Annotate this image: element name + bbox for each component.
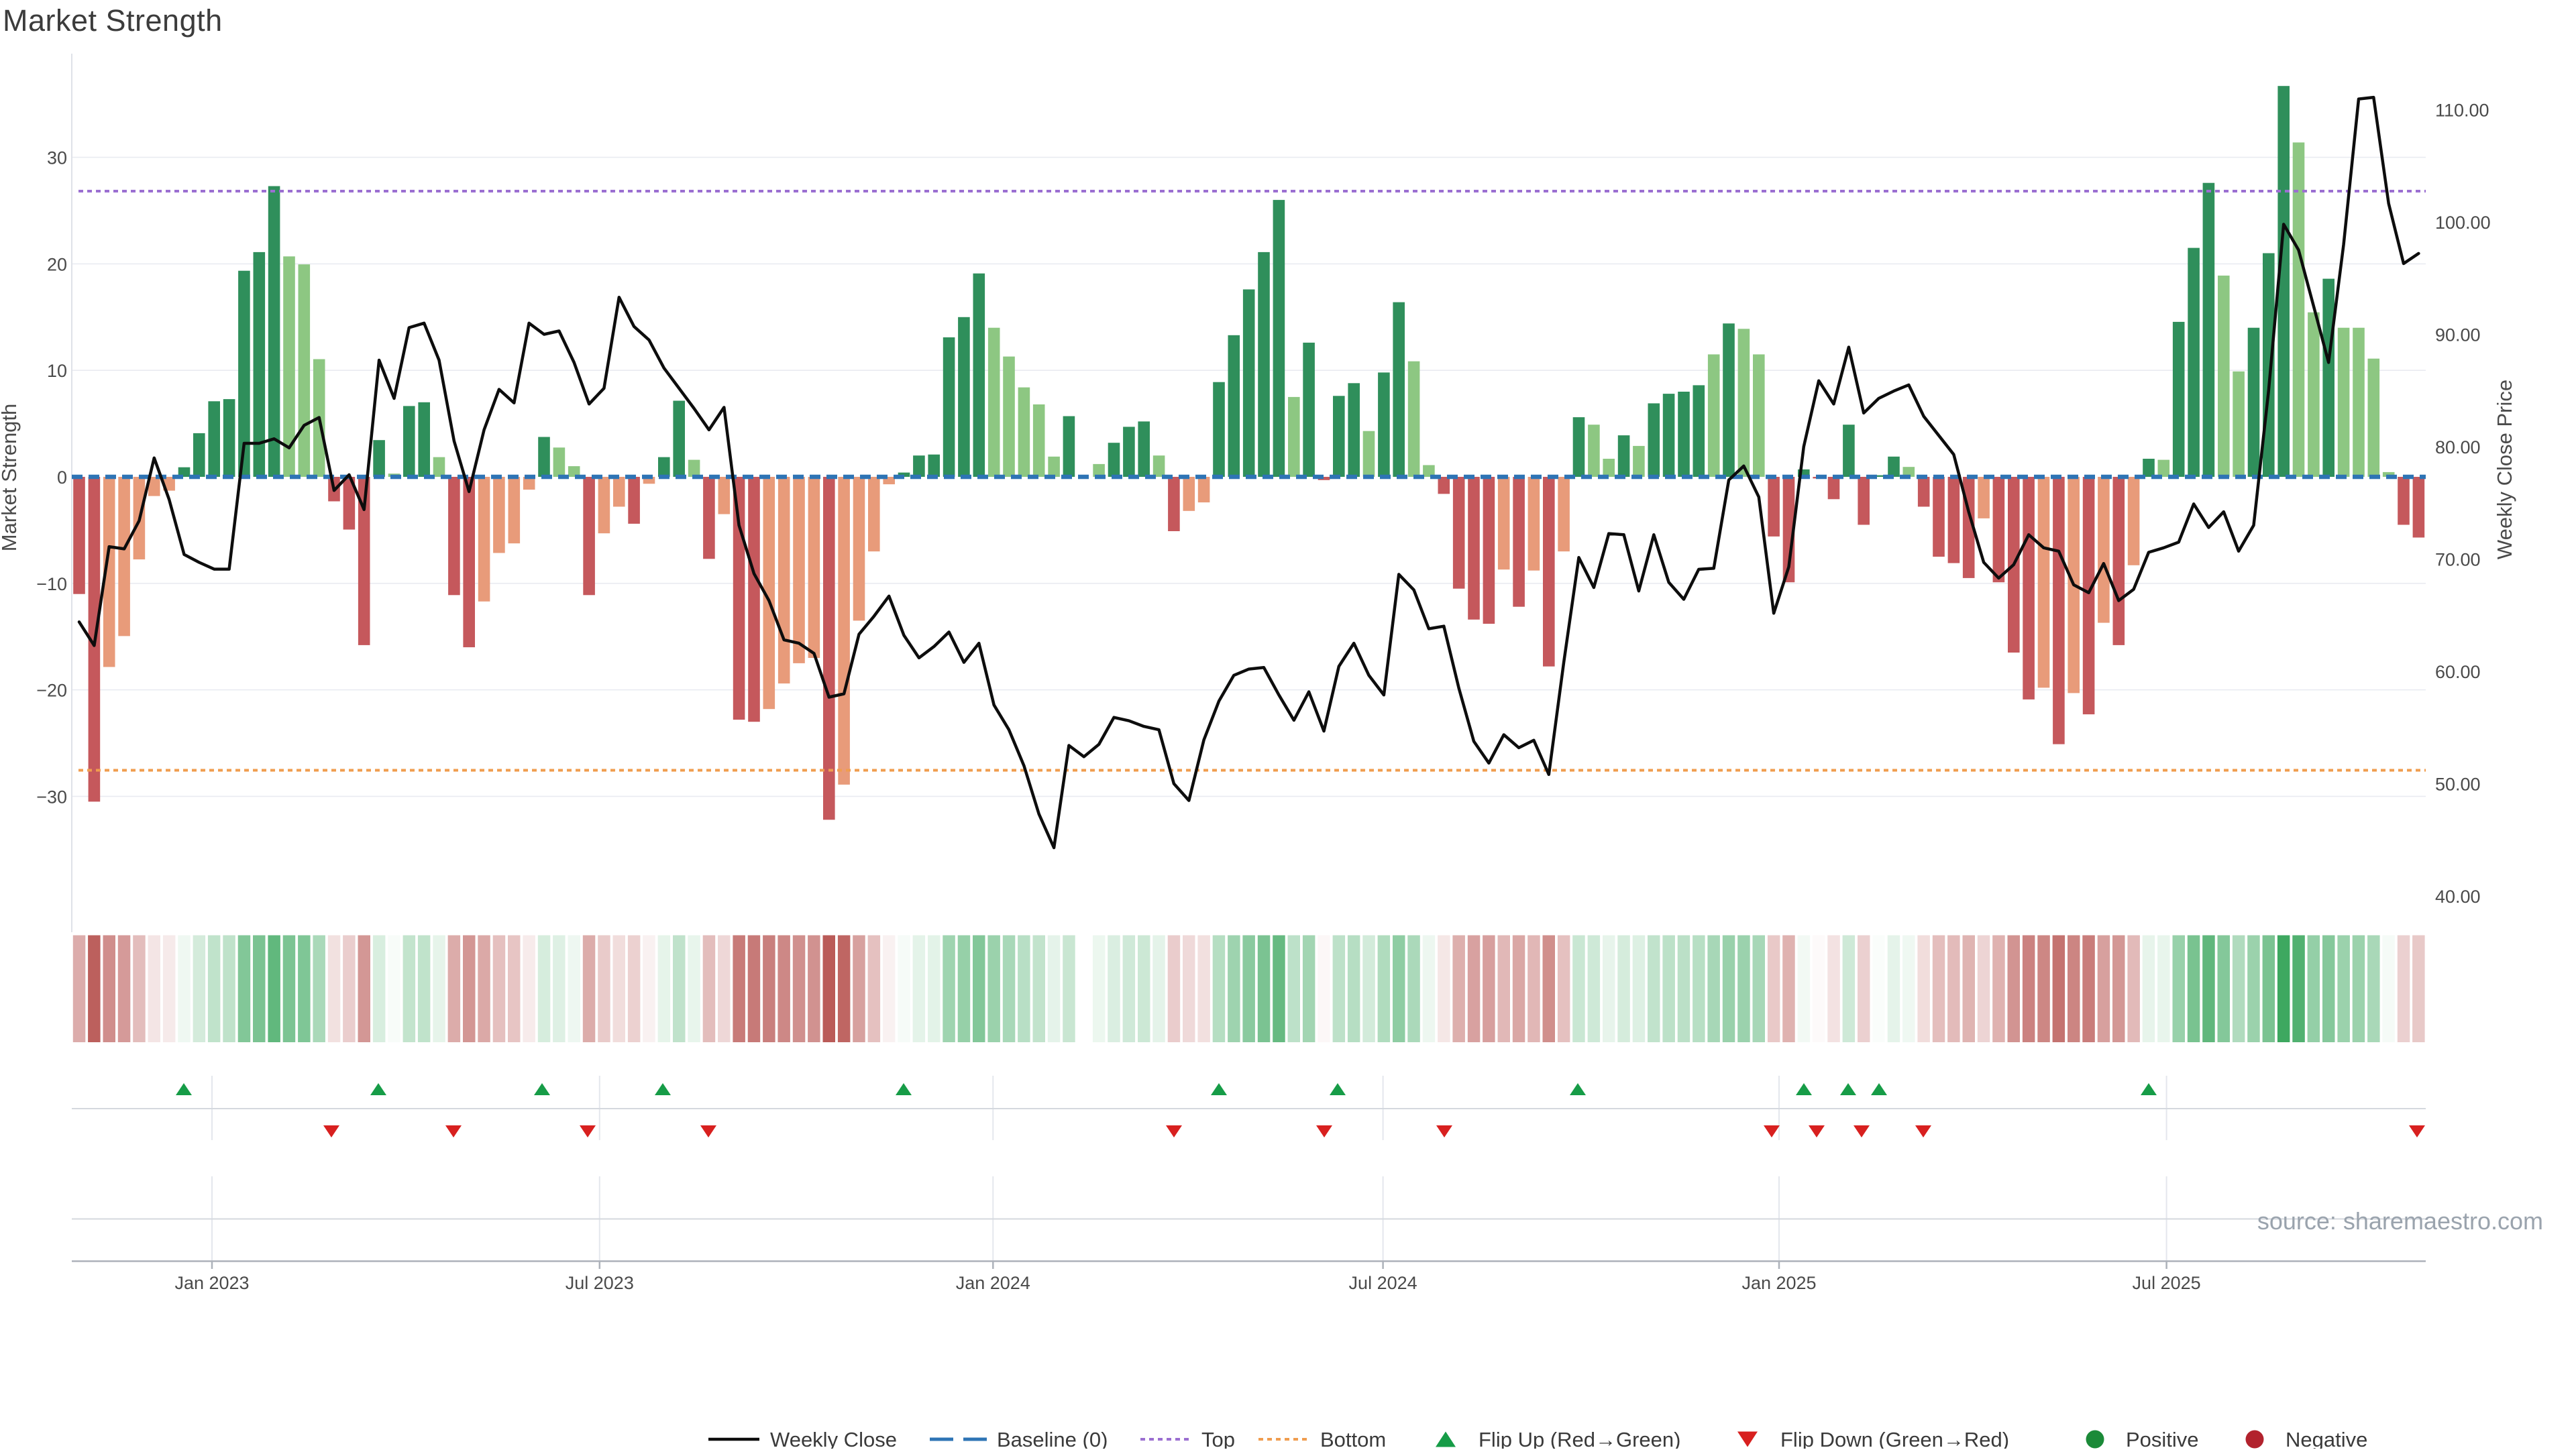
svg-text:Jul 2024: Jul 2024 [1349, 1273, 1417, 1293]
svg-text:−30: −30 [36, 787, 67, 807]
svg-text:Flip Down (Green→Red): Flip Down (Green→Red) [1780, 1428, 2009, 1449]
svg-text:Jan 2025: Jan 2025 [1741, 1273, 1816, 1293]
svg-text:90.00: 90.00 [2435, 325, 2481, 345]
svg-text:Weekly Close Price: Weekly Close Price [2493, 380, 2516, 559]
svg-text:100.00: 100.00 [2435, 213, 2491, 233]
svg-text:−10: −10 [36, 574, 67, 594]
svg-text:80.00: 80.00 [2435, 437, 2481, 457]
svg-text:Jan 2024: Jan 2024 [956, 1273, 1030, 1293]
svg-text:Bottom: Bottom [1320, 1428, 1386, 1449]
svg-text:50.00: 50.00 [2435, 775, 2481, 795]
svg-text:70.00: 70.00 [2435, 550, 2481, 570]
svg-text:Market Strength: Market Strength [0, 404, 21, 552]
svg-text:Jul 2025: Jul 2025 [2133, 1273, 2201, 1293]
svg-text:110.00: 110.00 [2435, 101, 2489, 121]
svg-text:Negative: Negative [2286, 1428, 2367, 1449]
svg-text:Top: Top [1201, 1428, 1235, 1449]
svg-text:source: sharemaestro.com: source: sharemaestro.com [2257, 1207, 2543, 1235]
svg-text:Baseline (0): Baseline (0) [997, 1428, 1108, 1449]
svg-text:10: 10 [47, 361, 67, 381]
svg-text:Flip Up (Red→Green): Flip Up (Red→Green) [1479, 1428, 1680, 1449]
svg-text:0: 0 [57, 467, 67, 488]
svg-text:40.00: 40.00 [2435, 887, 2481, 907]
svg-text:Weekly Close: Weekly Close [770, 1428, 897, 1449]
svg-text:Jul 2023: Jul 2023 [566, 1273, 634, 1293]
svg-text:60.00: 60.00 [2435, 662, 2481, 682]
svg-text:−20: −20 [36, 681, 67, 701]
svg-text:30: 30 [47, 148, 67, 168]
svg-text:Market Strength: Market Strength [3, 3, 223, 38]
svg-text:Jan 2023: Jan 2023 [174, 1273, 249, 1293]
svg-text:Positive: Positive [2126, 1428, 2199, 1449]
svg-text:20: 20 [47, 254, 67, 274]
